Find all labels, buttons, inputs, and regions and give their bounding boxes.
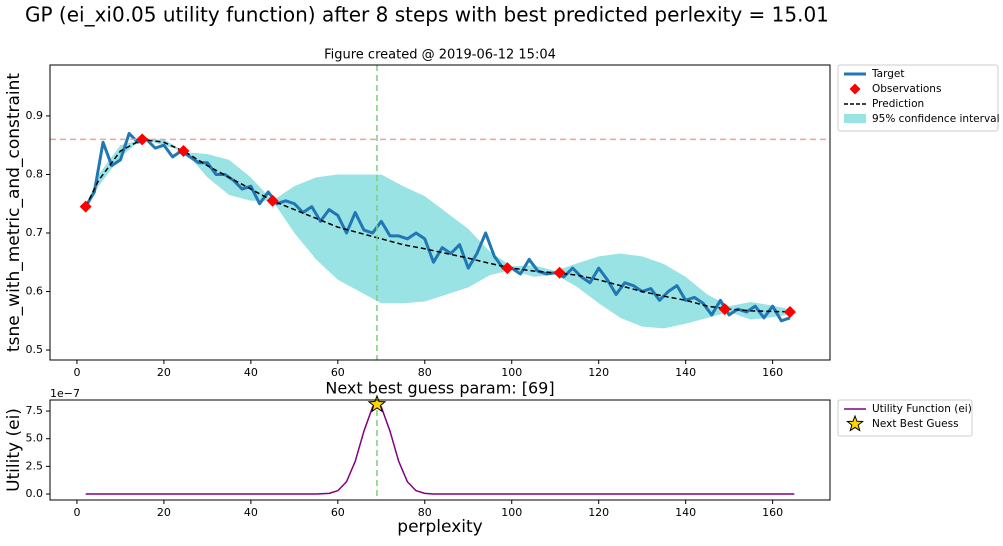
axes-title: Next best guess param: [69] [325, 379, 554, 398]
marker [79, 200, 92, 213]
y-tick-label: 5.0 [26, 432, 44, 445]
y-offset-label: 1e−7 [50, 387, 80, 400]
x-tick-label: 140 [675, 366, 696, 379]
figure-title: GP (ei_xi0.05 utility function) after 8 … [25, 3, 829, 27]
legend-label: Observations [872, 83, 941, 95]
marker [177, 145, 190, 158]
legend-label: Prediction [872, 98, 924, 110]
y-tick-label: 0.5 [26, 343, 44, 356]
x-tick-label: 120 [588, 506, 609, 519]
series-line [84, 138, 795, 313]
y-tick-label: 0.8 [26, 167, 44, 180]
y-tick-label: 7.5 [26, 404, 44, 417]
marker [367, 394, 387, 413]
x-tick-label: 100 [501, 506, 522, 519]
x-tick-label: 120 [588, 366, 609, 379]
x-tick-label: 0 [73, 506, 80, 519]
x-tick-label: 60 [331, 506, 345, 519]
x-tick-label: 160 [762, 506, 783, 519]
y-tick-label: 2.5 [26, 459, 44, 472]
x-tick-label: 20 [157, 506, 171, 519]
x-axis-label: perplexity [397, 517, 482, 537]
axes-title: Figure created @ 2019-06-12 15:04 [324, 48, 556, 63]
x-tick-label: 20 [157, 366, 171, 379]
x-tick-label: 40 [244, 366, 258, 379]
legend-label: Utility Function (ei) [872, 403, 972, 415]
y-tick-label: 0.7 [26, 226, 44, 239]
legend-swatch [846, 414, 864, 432]
x-tick-label: 140 [675, 506, 696, 519]
legend-box [837, 399, 973, 437]
axes-frame [49, 64, 831, 361]
legend-swatch [849, 83, 861, 95]
marker [266, 194, 279, 207]
legend-label: Target [871, 68, 904, 80]
x-tick-label: 80 [418, 366, 432, 379]
marker [501, 262, 514, 275]
x-tick-label: 80 [418, 506, 432, 519]
legend-swatch [844, 114, 866, 123]
y-tick-label: 0.6 [26, 285, 44, 298]
y-axis-label: Utility (ei) [4, 408, 24, 492]
legend-box [837, 64, 999, 132]
y-tick-label: 0.0 [26, 487, 44, 500]
x-tick-label: 60 [331, 366, 345, 379]
plot-area [50, 65, 830, 360]
y-tick-label: 0.9 [26, 109, 44, 122]
x-tick-label: 100 [501, 366, 522, 379]
axes-frame [49, 399, 831, 501]
marker [553, 266, 566, 279]
x-tick-label: 160 [762, 366, 783, 379]
marker [136, 133, 149, 146]
x-tick-label: 0 [73, 366, 80, 379]
y-axis-label: tsne_with_metric_and_constraint [4, 73, 24, 352]
marker [718, 303, 731, 316]
x-tick-label: 40 [244, 506, 258, 519]
confidence-band [85, 139, 795, 329]
legend-label: Next Best Guess [872, 418, 959, 430]
marker [784, 306, 796, 319]
legend-label: 95% confidence interval [872, 113, 1000, 125]
